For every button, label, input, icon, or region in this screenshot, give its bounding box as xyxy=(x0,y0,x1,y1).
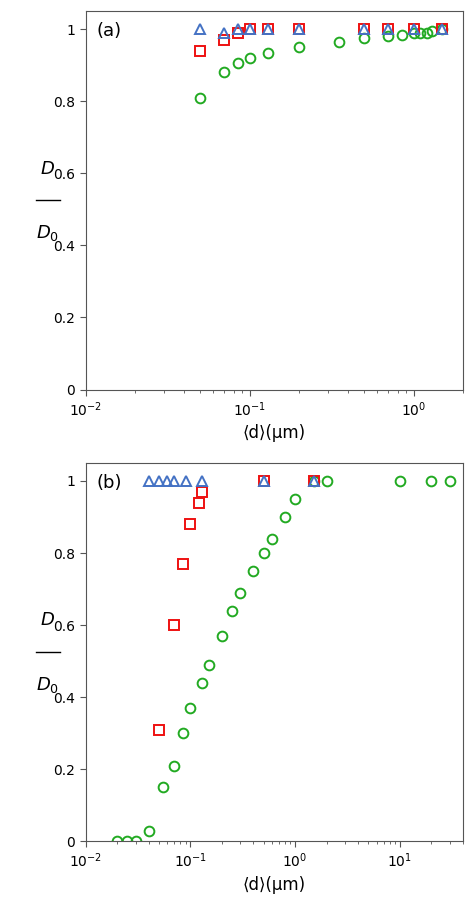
Text: (b): (b) xyxy=(97,474,122,492)
Text: $D$: $D$ xyxy=(40,612,55,630)
Text: $D_0$: $D_0$ xyxy=(36,223,59,243)
Text: $D$: $D$ xyxy=(40,159,55,177)
Text: (a): (a) xyxy=(97,23,122,41)
Text: $D_0$: $D_0$ xyxy=(36,675,59,695)
X-axis label: ⟨d⟩(μm): ⟨d⟩(μm) xyxy=(243,876,306,894)
X-axis label: ⟨d⟩(μm): ⟨d⟩(μm) xyxy=(243,424,306,442)
